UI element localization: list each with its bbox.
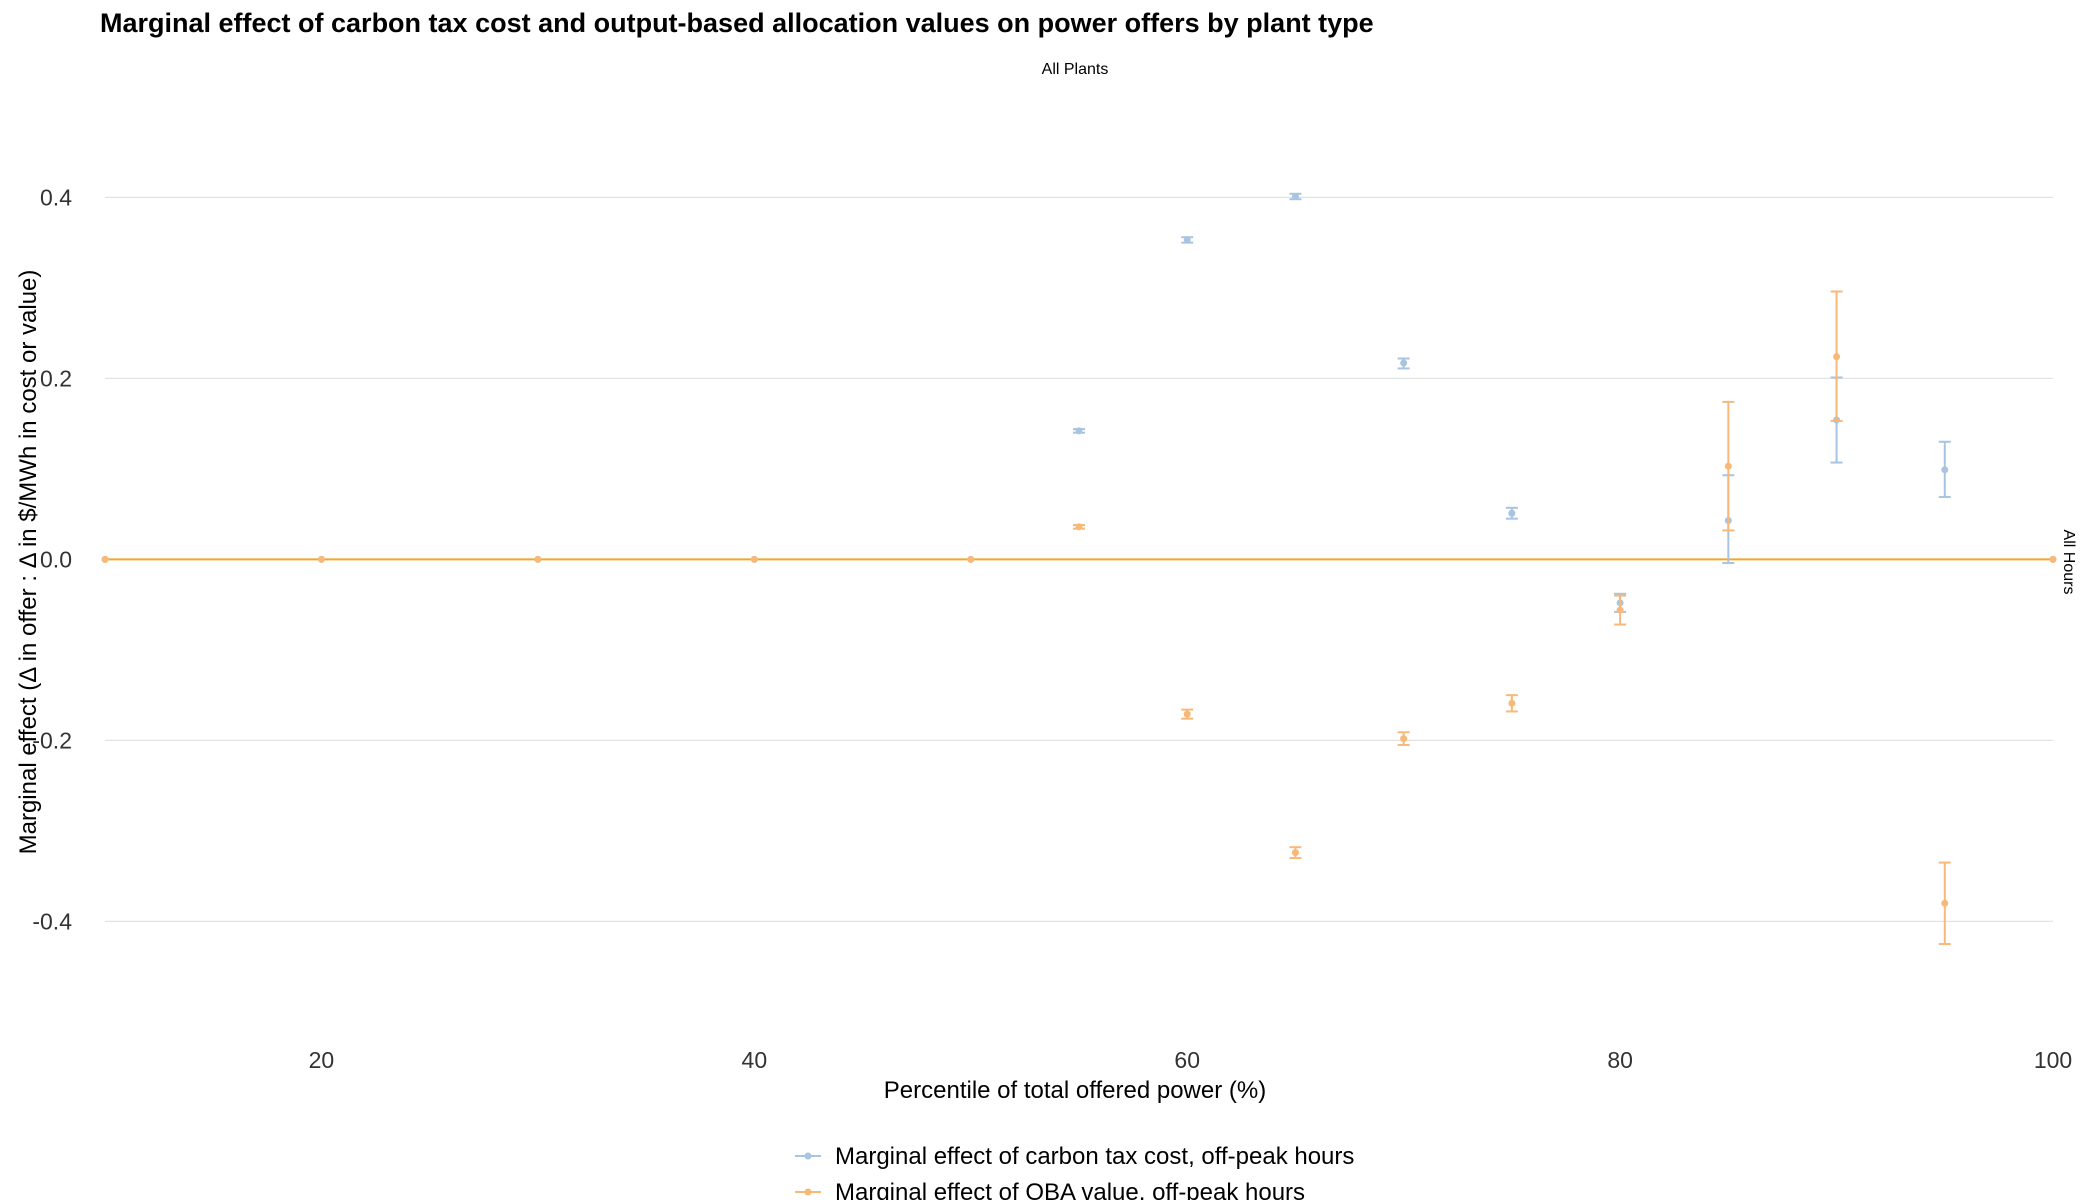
chart-title: Marginal effect of carbon tax cost and o…	[100, 8, 1374, 38]
x-axis-title: Percentile of total offered power (%)	[884, 1077, 1266, 1104]
legend-key-point	[804, 1188, 812, 1196]
x-tick-label: 80	[1607, 1047, 1633, 1073]
data-point	[1291, 192, 1299, 200]
data-point	[101, 555, 109, 563]
series-1	[101, 192, 2057, 613]
data-point	[1291, 849, 1299, 857]
data-point	[1508, 509, 1516, 517]
data-point	[1400, 359, 1408, 367]
data-point	[967, 555, 975, 563]
y-tick-label: 0.4	[40, 184, 72, 210]
facet-strip-label: All Hours	[2060, 530, 2077, 595]
series-layer	[101, 192, 2057, 946]
legend: Marginal effect of carbon tax cost, off-…	[795, 1143, 1354, 1200]
y-tick-label: 0.0	[40, 546, 72, 572]
data-point	[317, 555, 325, 563]
y-tick-label: 0.2	[40, 365, 72, 391]
data-point	[1400, 735, 1408, 743]
data-point	[2049, 555, 2057, 563]
data-point	[1075, 427, 1083, 435]
data-point	[1941, 466, 1949, 474]
data-point	[534, 555, 542, 563]
x-axis-ticks: 20 40 60 80 100	[309, 1047, 2073, 1073]
data-point	[1724, 462, 1732, 470]
data-point	[1941, 899, 1949, 907]
legend-label: Marginal effect of OBA value, off-peak h…	[835, 1179, 1305, 1200]
data-point	[1616, 606, 1624, 614]
y-axis-title: Marginal effect (Δ in offer : Δ in $/MWh…	[15, 270, 42, 855]
y-tick-label: -0.4	[32, 908, 72, 934]
data-point	[750, 555, 758, 563]
legend-key-point	[804, 1152, 812, 1160]
data-point	[1183, 236, 1191, 244]
data-point	[1833, 353, 1841, 361]
x-tick-label: 20	[309, 1047, 335, 1073]
chart-subtitle: All Plants	[1042, 61, 1109, 78]
y-axis-ticks: -0.4 -0.2 0.0 0.2 0.4	[32, 184, 72, 934]
series-2	[101, 290, 2057, 946]
x-tick-label: 40	[742, 1047, 768, 1073]
legend-label: Marginal effect of carbon tax cost, off-…	[835, 1143, 1354, 1170]
data-point	[1508, 699, 1516, 707]
data-point	[1075, 523, 1083, 531]
x-tick-label: 100	[2034, 1047, 2072, 1073]
y-tick-label: -0.2	[32, 727, 72, 753]
x-tick-label: 60	[1174, 1047, 1200, 1073]
data-point	[1183, 710, 1191, 718]
